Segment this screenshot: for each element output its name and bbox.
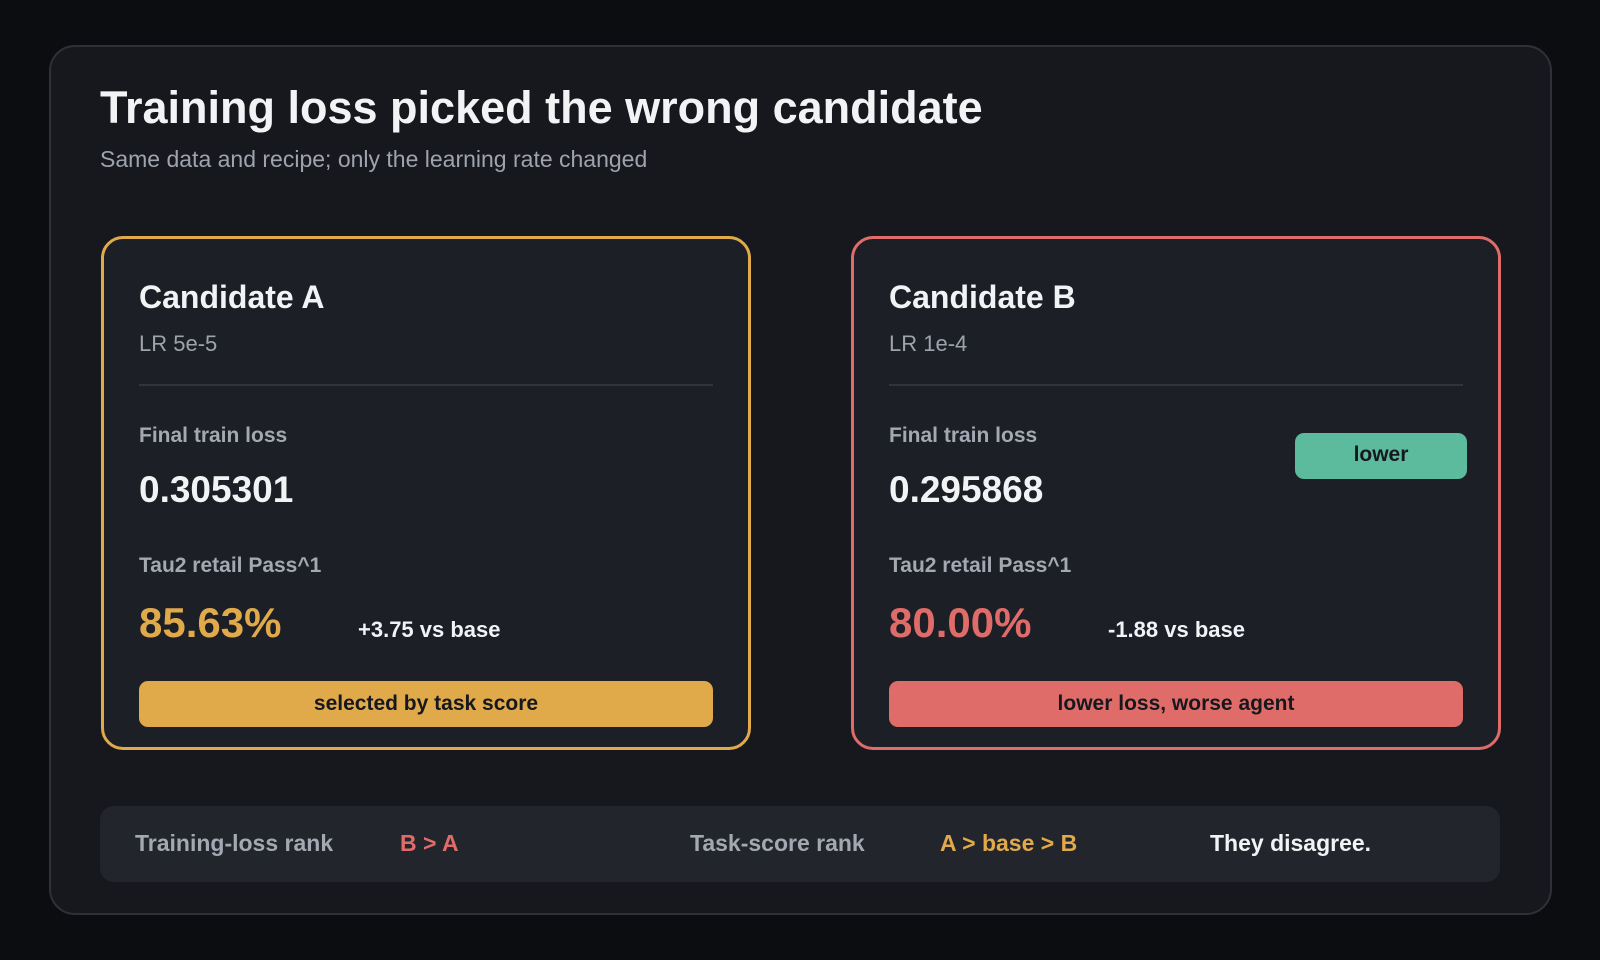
score-label: Tau2 retail Pass^1 [889,554,1072,577]
loss-tag: lower [1295,433,1467,479]
score-label: Tau2 retail Pass^1 [139,554,322,577]
loss-rank: B > A [400,830,459,856]
score-value: 85.63% [139,599,282,646]
candidate-card: Candidate B LR 1e-4 Final train loss low… [851,236,1501,750]
score-value: 80.00% [889,599,1032,646]
learning-rate: LR 5e-5 [139,331,218,356]
loss-label: Final train loss [139,424,288,447]
score-delta: -1.88 vs base [1108,617,1245,642]
candidate-card: Candidate A LR 5e-5 Final train loss 0.3… [101,236,751,750]
subtitle: Same data and recipe; only the learning … [100,146,648,172]
loss-label: Final train loss [889,424,1038,447]
learning-rate: LR 1e-4 [889,331,968,356]
divider [889,384,1463,386]
loss-value: 0.295868 [889,469,1044,510]
candidate-name: Candidate A [139,279,325,315]
loss-rank-label: Training-loss rank [135,830,334,856]
verdict-badge: selected by task score [139,681,713,727]
task-rank: A > base > B [940,830,1078,856]
loss-value: 0.305301 [139,469,294,510]
conclusion: They disagree. [1210,830,1372,856]
verdict-badge: lower loss, worse agent [889,681,1463,727]
candidate-name: Candidate B [889,279,1076,315]
divider [139,384,713,386]
title: Training loss picked the wrong candidate [100,82,983,133]
score-delta: +3.75 vs base [358,617,501,642]
task-rank-label: Task-score rank [690,830,865,856]
summary-bar: Training-loss rank B > A Task-score rank… [100,806,1500,882]
